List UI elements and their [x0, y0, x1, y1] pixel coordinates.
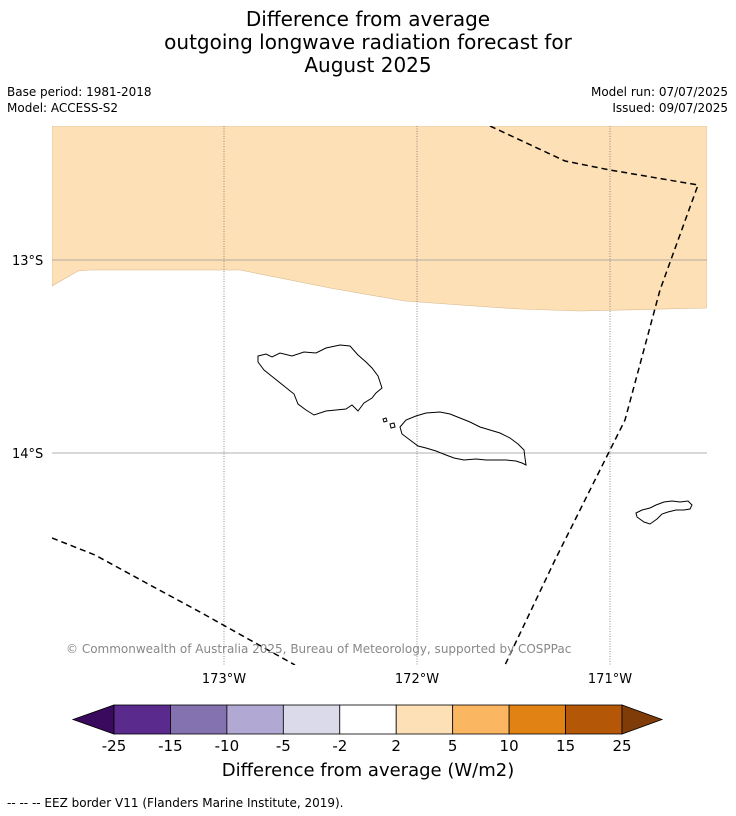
meta-right: Model run: 07/07/2025 Issued: 09/07/2025	[591, 84, 728, 116]
issued-date: Issued: 09/07/2025	[612, 101, 728, 115]
colorbar-title: Difference from average (W/m2)	[221, 760, 515, 781]
title-line-1: Difference from average	[245, 7, 491, 31]
title-line-2: outgoing longwave radiation forecast for	[164, 30, 572, 54]
base-period: Base period: 1981-2018	[7, 85, 152, 99]
colorbar-tick-label: -2	[332, 737, 347, 755]
colorbar-tick-label: 5	[448, 737, 458, 755]
colorbar-tick-label: -25	[102, 737, 127, 755]
title-line-3: August 2025	[304, 53, 432, 77]
colorbar-box	[339, 704, 397, 735]
colorbar: -25 -15 -10 -5 -2 2 5 10 15 25	[71, 704, 664, 755]
colorbar-tick-label: -10	[215, 737, 240, 755]
colorbar-box	[282, 704, 341, 735]
colorbar-box	[226, 704, 284, 735]
colorbar-box	[395, 704, 454, 735]
map-panel: © Commonwealth of Australia 2025, Bureau…	[52, 126, 707, 665]
anomaly-shaded-region	[52, 126, 707, 312]
colorbar-low-extension	[71, 704, 115, 735]
colorbar-box	[508, 704, 566, 735]
colorbar-tick-label: 2	[391, 737, 401, 755]
lat-label-14s: 14°S	[12, 447, 43, 462]
colorbar-tick-label: -15	[158, 737, 183, 755]
graticule	[52, 126, 707, 665]
colorbar-high-extension	[621, 704, 664, 735]
colorbar-box	[565, 704, 623, 735]
colorbar-box	[170, 704, 228, 735]
island-tutuila	[635, 500, 693, 525]
lat-label-13s: 13°S	[12, 254, 43, 269]
colorbar-box	[452, 704, 510, 735]
colorbar-boxes	[113, 704, 623, 735]
copyright-text: © Commonwealth of Australia 2025, Bureau…	[66, 642, 571, 656]
model-run: Model run: 07/07/2025	[590, 85, 728, 99]
model-name: Model: ACCESS-S2	[7, 101, 119, 115]
lon-label-172w: 172°W	[395, 672, 439, 687]
island-manono	[389, 422, 396, 429]
map-title: Difference from average outgoing longwav…	[0, 8, 736, 77]
colorbar-tick-label: 25	[612, 737, 631, 755]
island-upolu	[399, 411, 527, 466]
eez-footnote: -- -- -- EEZ border V11 (Flanders Marine…	[7, 796, 344, 810]
island-apolima	[382, 417, 388, 423]
island-savaii	[257, 344, 383, 416]
colorbar-box	[113, 704, 171, 735]
colorbar-tick-label: 15	[556, 737, 575, 755]
colorbar-tick-label: 10	[500, 737, 519, 755]
eez-border-south-west	[52, 537, 296, 665]
lon-label-173w: 173°W	[202, 672, 246, 687]
colorbar-tick-label: -5	[276, 737, 291, 755]
colorbar-tick-labels: -25 -15 -10 -5 -2 2 5 10 15 25	[102, 737, 632, 755]
lon-label-171w: 171°W	[588, 672, 632, 687]
meta-left: Base period: 1981-2018 Model: ACCESS-S2	[7, 84, 152, 116]
